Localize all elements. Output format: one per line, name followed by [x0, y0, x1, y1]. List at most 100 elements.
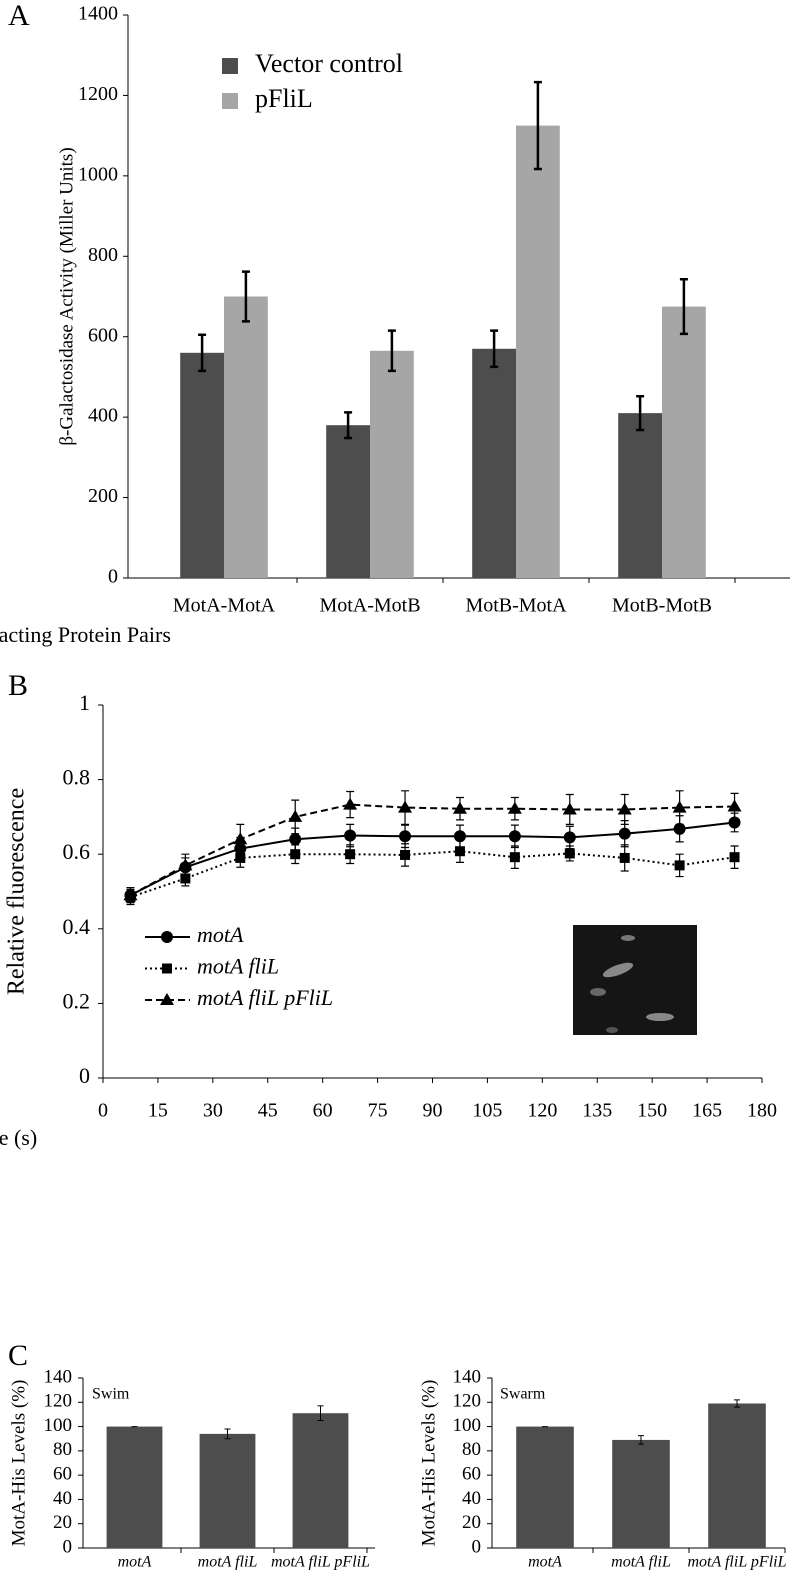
bar	[292, 1413, 349, 1548]
x-tick-label: MotA-MotB	[319, 595, 420, 617]
panel-label: C	[8, 1339, 28, 1372]
legend-marker	[160, 993, 174, 1005]
x-tick-label: MotB-MotB	[612, 595, 712, 617]
marker	[289, 833, 302, 846]
y-tick-label: 140	[44, 1366, 73, 1387]
x-tick-label: 45	[258, 1100, 278, 1122]
x-tick-label: 105	[472, 1100, 502, 1122]
y-tick-label: 400	[88, 405, 118, 427]
bar	[224, 296, 268, 578]
annotation: Swarm	[500, 1386, 546, 1403]
y-tick-label: 1400	[78, 3, 118, 25]
bar	[612, 1439, 670, 1548]
y-tick-label: 140	[453, 1366, 482, 1387]
marker	[508, 830, 521, 843]
marker	[400, 849, 411, 860]
error-bar	[224, 1428, 231, 1440]
x-tick-label: 180	[747, 1100, 777, 1122]
y-tick-label: 0	[63, 1536, 73, 1557]
line	[130, 850, 735, 899]
y-tick-label: 1	[79, 690, 90, 715]
legend-marker	[161, 931, 173, 943]
x-tick-label: 75	[368, 1100, 388, 1122]
y-tick-label: 0	[108, 566, 118, 588]
error-bar	[636, 394, 645, 432]
x-tick-label: MotA-MotA	[173, 595, 276, 617]
y-axis-label: Relative fluorescence	[4, 788, 30, 995]
marker	[399, 830, 412, 843]
marker	[454, 846, 465, 857]
marker	[453, 830, 466, 843]
y-tick-label: 120	[44, 1391, 73, 1412]
legend-label: pFliL	[255, 84, 313, 113]
y-tick-label: 80	[53, 1439, 72, 1460]
legend-label: motA fliL	[197, 954, 279, 979]
marker	[673, 822, 686, 835]
y-axis-label: β-Galactosidase Activity (Miller Units)	[56, 147, 77, 445]
legend-swatch	[222, 93, 238, 109]
x-tick-label: motA fliL	[611, 1554, 671, 1571]
y-tick-label: 40	[53, 1488, 72, 1509]
marker	[727, 799, 742, 812]
error-bar	[387, 329, 396, 373]
marker	[674, 860, 685, 871]
error-bar	[317, 1405, 324, 1421]
bar	[708, 1403, 766, 1548]
x-tick-label: motA fliL pFliL	[688, 1554, 787, 1571]
legend-swatch	[222, 58, 238, 74]
panel-label: A	[8, 0, 30, 32]
legend-marker	[162, 963, 172, 974]
x-tick-label: 90	[423, 1100, 443, 1122]
y-tick-label: 0.6	[63, 839, 91, 864]
line	[129, 803, 735, 897]
x-axis-label: Time (s)	[0, 1125, 37, 1150]
x-tick-label: motA fliL pFliL	[271, 1554, 370, 1571]
y-tick-label: 0.4	[63, 914, 91, 939]
error-bar	[734, 1399, 740, 1408]
marker	[288, 809, 303, 822]
bar	[180, 352, 224, 578]
x-tick-label: 60	[313, 1100, 333, 1122]
marker	[452, 801, 467, 814]
x-tick-label: MotB-MotA	[465, 595, 567, 617]
marker	[562, 802, 577, 815]
error-bar	[344, 411, 353, 440]
marker	[290, 849, 301, 860]
x-tick-label: 0	[98, 1100, 108, 1122]
bar	[326, 425, 370, 578]
chart-panel: B Relative fluorescence Time (s) 0 0.2 0.4 0.6…	[0, 669, 777, 1150]
bar	[516, 125, 560, 578]
error-bar	[533, 80, 542, 171]
marker	[509, 852, 520, 863]
x-tick-label: 135	[582, 1100, 612, 1122]
y-tick-label: 600	[88, 324, 118, 346]
marker	[343, 797, 358, 810]
y-tick-label: 120	[453, 1391, 482, 1412]
y-tick-label: 100	[44, 1415, 73, 1436]
y-tick-label: 800	[88, 244, 118, 266]
micrograph-inset	[573, 925, 697, 1035]
marker	[233, 832, 248, 845]
legend-label: Vector control	[255, 49, 403, 78]
marker	[123, 888, 138, 901]
x-tick-label: 120	[527, 1100, 557, 1122]
y-tick-label: 80	[462, 1439, 481, 1460]
y-tick-label: 60	[53, 1464, 72, 1485]
marker	[618, 827, 631, 840]
y-tick-label: 20	[462, 1512, 481, 1533]
legend-label: motA	[197, 922, 244, 947]
y-tick-label: 40	[462, 1488, 481, 1509]
marker	[180, 873, 191, 884]
annotation: Swim	[92, 1386, 130, 1403]
bar	[472, 348, 516, 578]
x-tick-label: 150	[637, 1100, 667, 1122]
y-axis-label: MotA-His Levels (%)	[418, 1380, 439, 1547]
error-bar	[241, 270, 250, 323]
y-tick-label: 0	[472, 1536, 482, 1557]
marker	[345, 849, 356, 860]
marker	[729, 852, 740, 863]
bar	[106, 1426, 163, 1548]
bar	[618, 413, 662, 578]
error-bar	[638, 1435, 644, 1445]
